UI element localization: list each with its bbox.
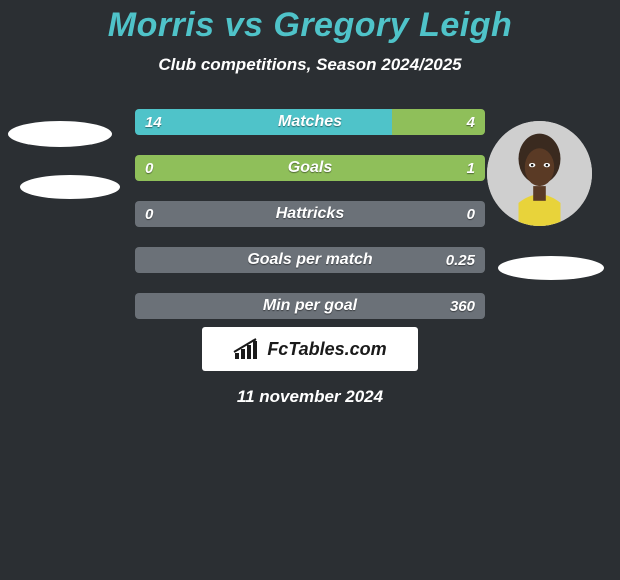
stat-label: Min per goal	[135, 293, 485, 319]
person-icon	[487, 121, 592, 226]
stat-value-left	[135, 247, 155, 273]
stat-label: Matches	[135, 109, 485, 135]
stat-value-left	[135, 293, 155, 319]
logo-box: FcTables.com	[202, 327, 418, 371]
comparison-area: Matches144Goals01Hattricks00Goals per ma…	[0, 109, 620, 407]
stat-value-right: 0	[457, 201, 485, 227]
stat-value-left: 0	[135, 201, 163, 227]
stat-row: Matches14 4	[135, 109, 485, 135]
stat-value-left: 14	[135, 109, 172, 135]
left-player-name-ellipse	[20, 175, 120, 199]
stat-value-left: 0	[135, 155, 163, 181]
left-player-avatar-placeholder	[8, 121, 112, 147]
stat-label: Goals	[135, 155, 485, 181]
stat-row: Goals0 1	[135, 155, 485, 181]
stat-rows: Matches144Goals01Hattricks00Goals per ma…	[135, 109, 485, 319]
right-player-avatar	[487, 121, 592, 226]
page-title: Morris vs Gregory Leigh	[0, 0, 620, 45]
stat-row: Hattricks0 0	[135, 201, 485, 227]
stat-value-right: 360	[440, 293, 485, 319]
page-subtitle: Club competitions, Season 2024/2025	[0, 55, 620, 75]
stat-label: Goals per match	[135, 247, 485, 273]
stat-label: Hattricks	[135, 201, 485, 227]
date-line: 11 november 2024	[0, 387, 620, 407]
stat-value-right: 4	[457, 109, 485, 135]
stat-value-right: 1	[457, 155, 485, 181]
logo-text: FcTables.com	[267, 339, 386, 360]
stat-row: Min per goal360	[135, 293, 485, 319]
logo-bars-icon	[233, 337, 261, 361]
right-player-name-ellipse	[498, 256, 604, 280]
stat-row: Goals per match0.25	[135, 247, 485, 273]
stat-value-right: 0.25	[436, 247, 485, 273]
